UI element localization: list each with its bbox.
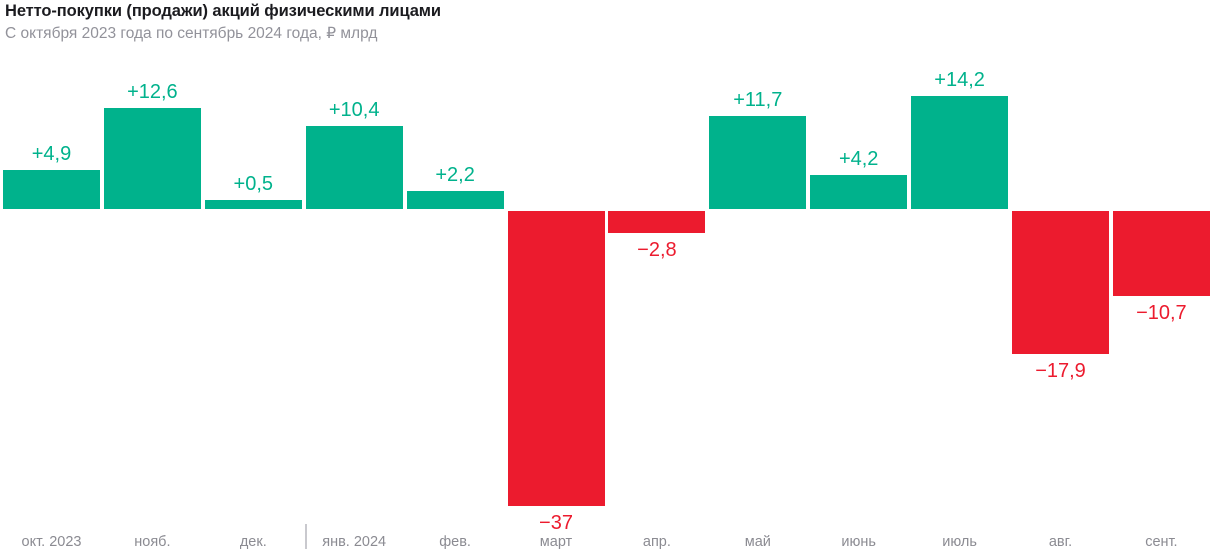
- bar-value-label: −17,9: [1035, 360, 1086, 382]
- bar-нояб.: [103, 108, 201, 209]
- chart-title: Нетто-покупки (продажи) акций физическим…: [5, 2, 441, 20]
- x-axis-label: авг.: [1048, 534, 1073, 550]
- x-axis-label: июль: [942, 534, 977, 550]
- bar-сент.: [1112, 211, 1210, 296]
- x-axis-label: сент.: [1145, 534, 1178, 550]
- year-divider-line: [304, 524, 307, 549]
- bar-value-label: +4,2: [838, 148, 879, 170]
- x-axis-label: март: [539, 534, 573, 550]
- bar-value-label: −10,7: [1136, 302, 1187, 324]
- bar-value-label: +11,7: [733, 89, 783, 111]
- x-axis-label: янв. 2024: [322, 534, 387, 550]
- bar-авг.: [1012, 211, 1109, 354]
- chart-subtitle: С октября 2023 года по сентябрь 2024 год…: [5, 25, 378, 42]
- bar-value-label: +14,2: [934, 69, 985, 91]
- x-axis-label: дек.: [239, 534, 267, 550]
- x-axis-label: июнь: [841, 534, 876, 550]
- bar-value-label: −2,8: [637, 239, 677, 261]
- x-axis-label: нояб.: [134, 534, 171, 550]
- bar-value-label: +10,4: [328, 99, 380, 121]
- x-axis-label: май: [744, 534, 771, 550]
- chart-header: Нетто-покупки (продажи) акций физическим…: [5, 2, 441, 43]
- x-axis-label: апр.: [642, 534, 671, 550]
- bar-июль: [911, 96, 1009, 209]
- bar-май: [709, 116, 807, 209]
- bar-value-label: +12,6: [127, 81, 178, 103]
- x-axis-label: окт. 2023: [21, 534, 82, 550]
- bar-value-label: +0,5: [233, 173, 274, 195]
- bar-value-label: −37: [539, 512, 573, 534]
- x-axis-label: фев.: [439, 534, 471, 550]
- bar-value-label: +2,2: [435, 164, 475, 186]
- bar-дек.: [204, 200, 302, 209]
- bar-июнь: [810, 175, 908, 209]
- bar-март: [507, 211, 605, 506]
- bar-янв. 2024: [305, 126, 403, 209]
- bar-апр.: [608, 211, 706, 233]
- bar-окт. 2023: [3, 170, 100, 209]
- bar-value-label: +4,9: [31, 143, 72, 165]
- bar-фев.: [406, 191, 504, 209]
